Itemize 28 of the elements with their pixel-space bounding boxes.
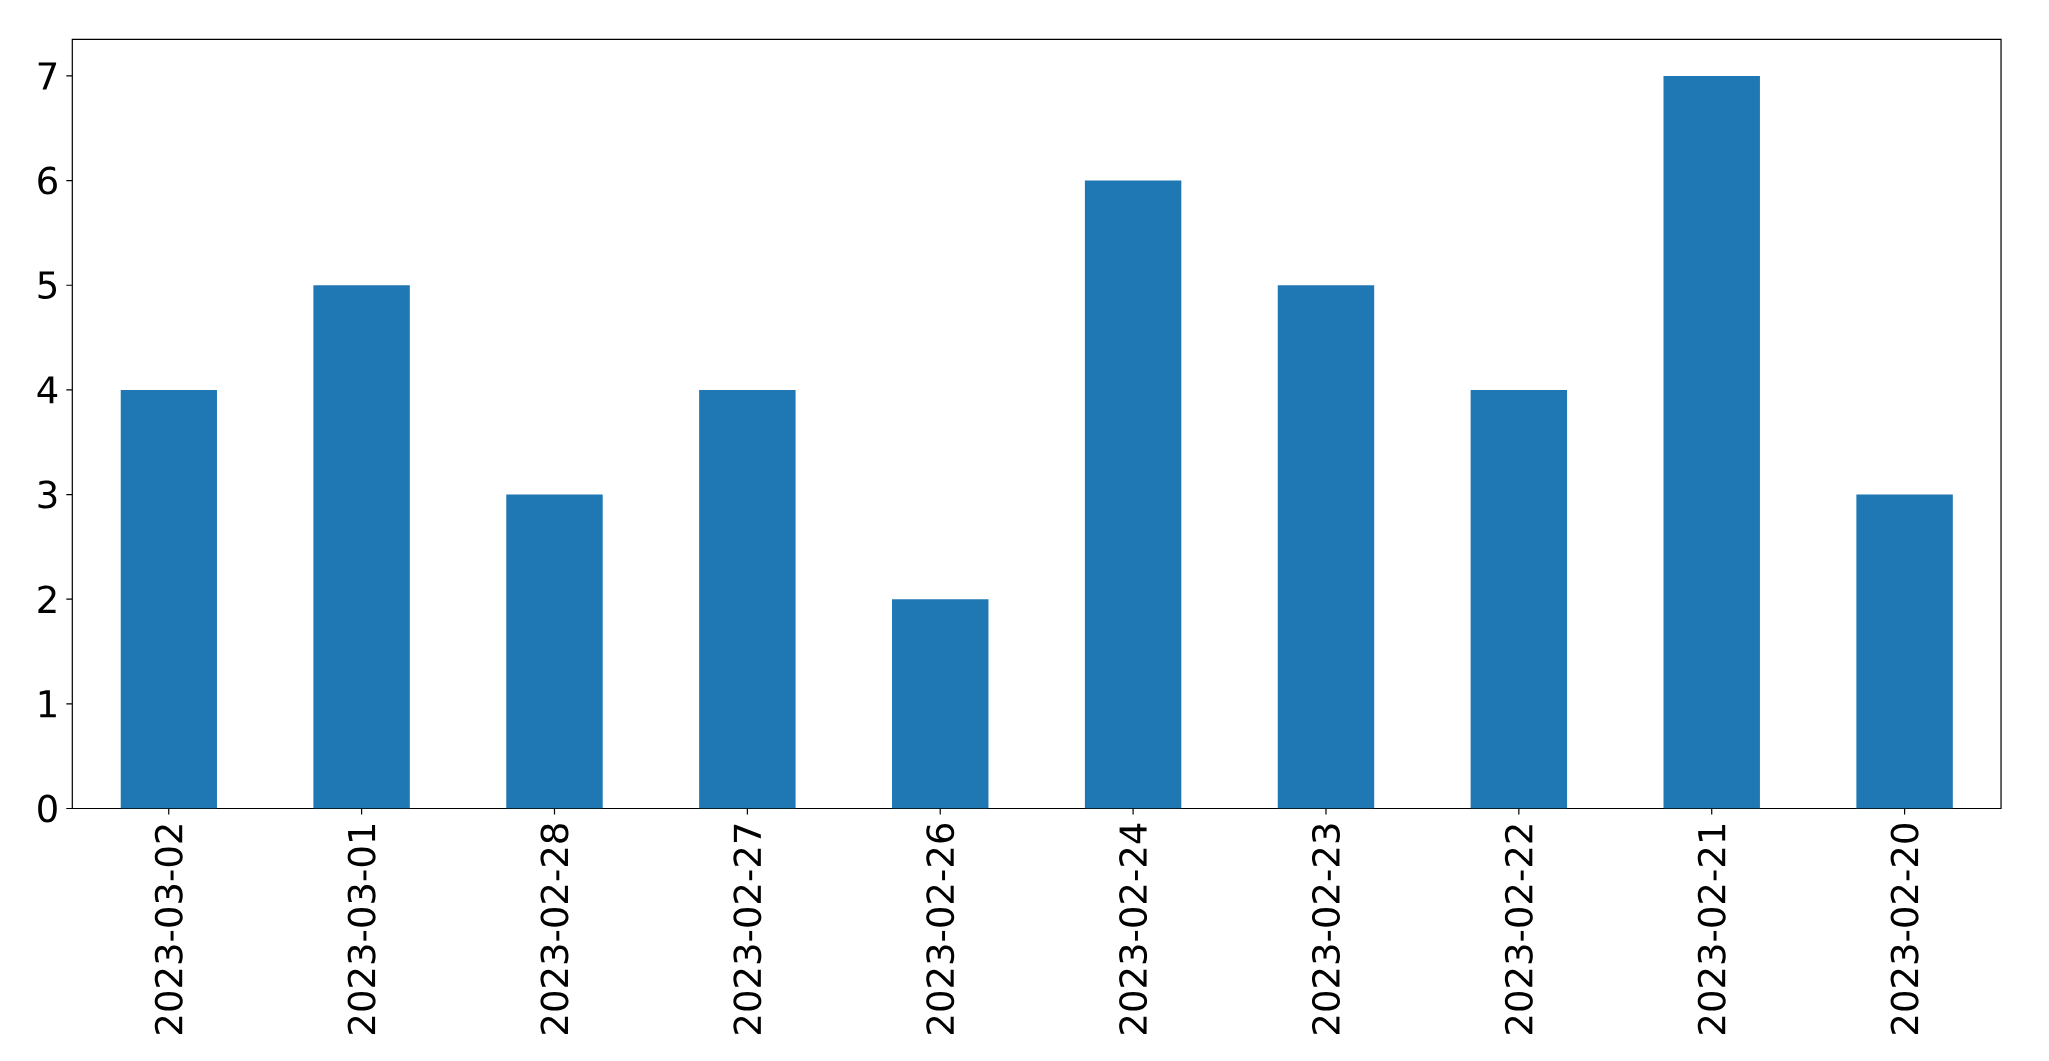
x-tick-label: 2023-02-24: [1119, 823, 1148, 1034]
bar: [699, 389, 796, 809]
bar: [1084, 180, 1182, 809]
bar: [120, 389, 217, 809]
x-tick-label: 2023-02-23: [1311, 824, 1340, 1034]
bar: [313, 285, 410, 809]
bar: [1856, 494, 1953, 809]
y-tick-label: 4: [37, 376, 58, 404]
x-tick-label: 2023-02-20: [1890, 824, 1919, 1034]
bar: [892, 599, 989, 809]
x-tick-label: 2023-02-21: [1697, 825, 1726, 1034]
bar: [1277, 285, 1375, 809]
y-tick-label: 3: [38, 480, 57, 509]
x-tick-label: 2023-02-22: [1504, 825, 1533, 1034]
y-tick-label: 7: [38, 62, 57, 90]
x-tick-label: 2023-03-01: [347, 825, 376, 1034]
x-tick-label: 2023-02-28: [540, 824, 569, 1034]
y-tick-label: 2: [38, 585, 56, 613]
bar: [1663, 75, 1760, 809]
x-tick-label: 2023-02-27: [733, 824, 762, 1034]
bar: [1470, 389, 1568, 809]
y-tick-label: 1: [39, 690, 56, 718]
y-tick-label: 6: [38, 166, 57, 195]
x-tick-label: 2023-03-02: [154, 825, 183, 1034]
bar: [506, 494, 603, 809]
y-tick-label: 5: [38, 271, 57, 299]
x-tick-label: 2023-02-26: [926, 823, 955, 1034]
y-tick-label: 0: [38, 794, 57, 823]
